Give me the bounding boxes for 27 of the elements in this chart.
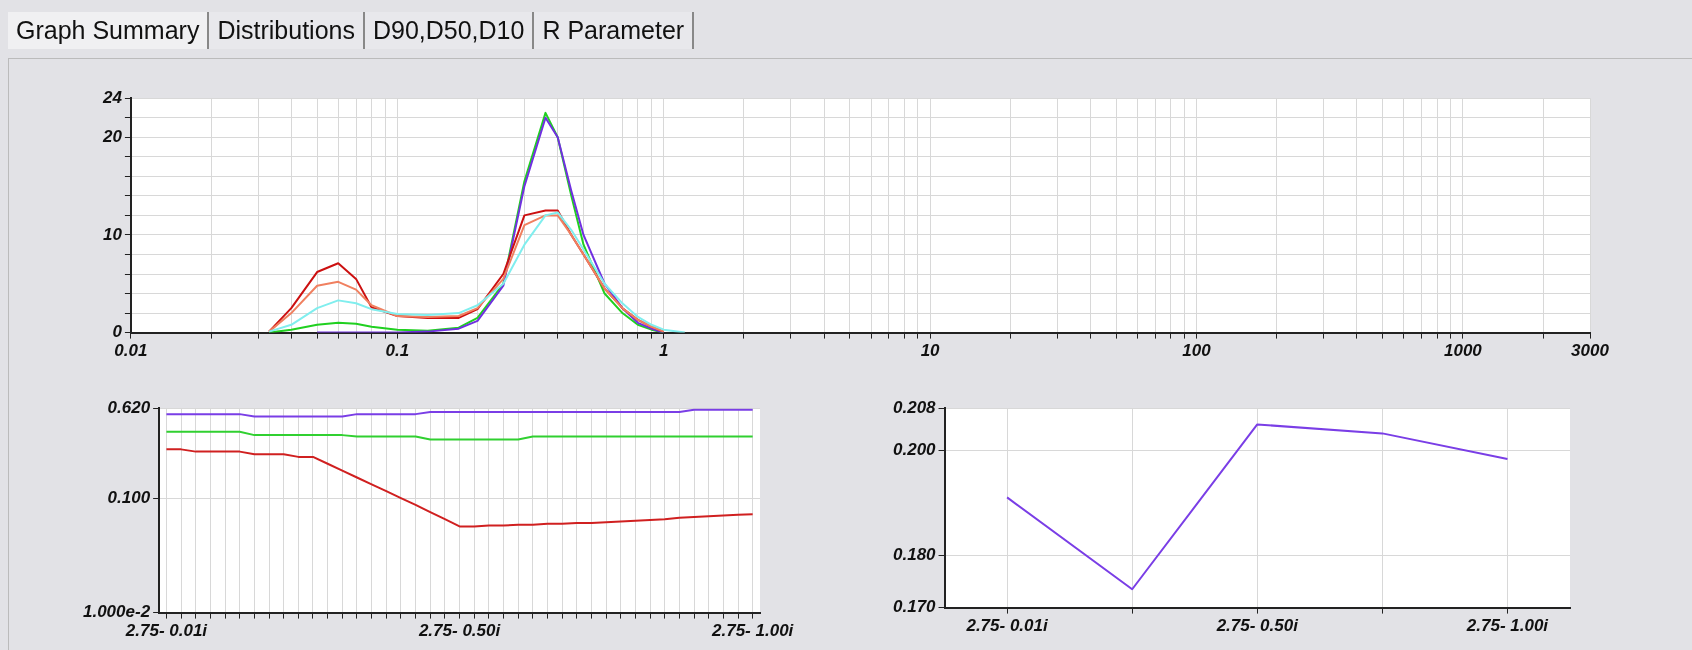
y-tick-label: 0.620 bbox=[107, 397, 151, 417]
text: Distributions bbox=[209, 12, 365, 49]
y-tick-label: 0.208 bbox=[892, 397, 937, 417]
y-tick-label: 0.170 bbox=[892, 597, 937, 617]
x-tick-label: 0.1 bbox=[385, 341, 410, 361]
y-tick-label: 10 bbox=[102, 224, 123, 244]
x-tick-label: 2.75- 1.00i bbox=[1465, 616, 1550, 636]
x-tick-label: 2.75- 0.50i bbox=[1215, 616, 1300, 636]
text: Graph Summary bbox=[8, 12, 210, 49]
x-tick-label: 2.75- 0.50i bbox=[417, 621, 502, 641]
y-tick-label: 0 bbox=[112, 322, 123, 342]
x-tick-label: 100 bbox=[1182, 341, 1212, 361]
y-tick-label: 1.000e-2 bbox=[82, 602, 151, 622]
x-tick-label: 2.75- 0.01i bbox=[965, 616, 1049, 636]
y-tick-label: 0.100 bbox=[107, 488, 151, 508]
x-tick-label: 2.75- 0.01i bbox=[124, 621, 209, 641]
text: R Parameter bbox=[534, 12, 695, 49]
x-tick-label: 2.75- 1.00i bbox=[711, 621, 795, 641]
x-tick-label: 0.01 bbox=[114, 341, 148, 361]
x-tick-label: 1000 bbox=[1443, 341, 1483, 361]
y-tick-label: 0.200 bbox=[892, 439, 937, 459]
x-tick-label: 1 bbox=[658, 341, 669, 361]
y-tick-label: 0.180 bbox=[892, 544, 937, 564]
x-tick-label: 3000 bbox=[1571, 341, 1610, 361]
y-tick-label: 20 bbox=[101, 126, 123, 146]
text: D90,D50,D10 bbox=[364, 12, 535, 49]
y-tick-label: 24 bbox=[101, 87, 123, 107]
